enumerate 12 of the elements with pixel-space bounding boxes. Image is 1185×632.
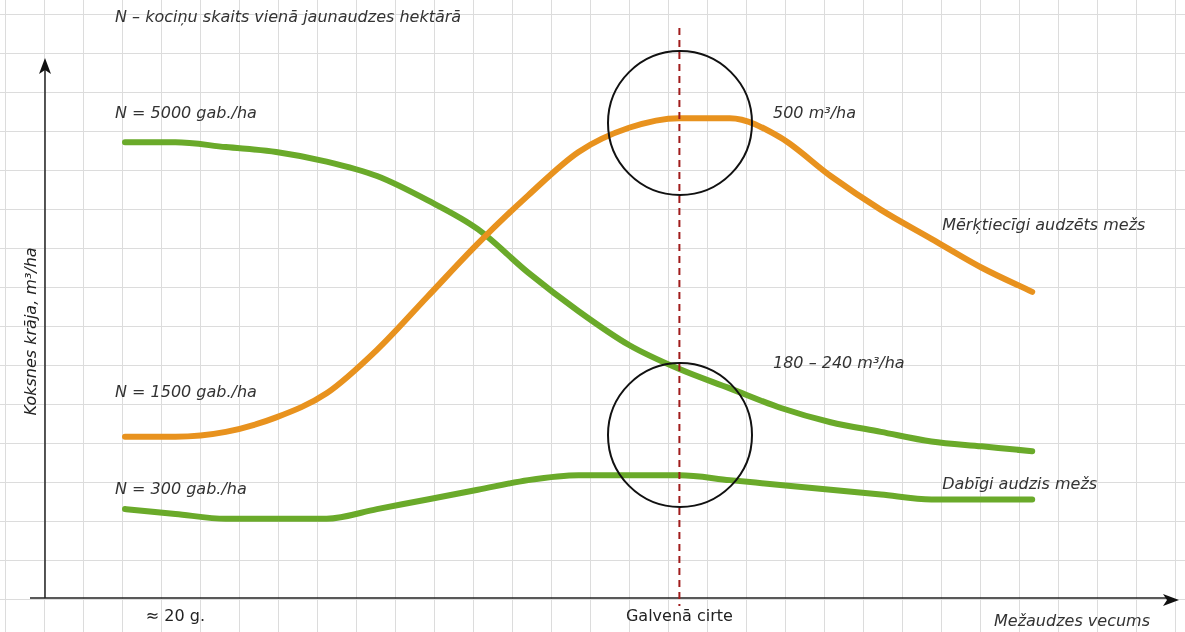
series-label: Mērķtiecīgi audzēts mežs (942, 214, 1146, 234)
annotation: N = 300 gab./ha (115, 479, 247, 498)
annotation: N = 5000 gab./ha (115, 103, 257, 122)
x-tick-label: ≈ 20 g. (145, 605, 205, 625)
annotation: N = 1500 gab./ha (115, 382, 257, 401)
annotation: 500 m³/ha (773, 103, 856, 122)
series-label: Dabīgi audzis mežs (942, 474, 1098, 494)
annotation: 180 – 240 m³/ha (773, 353, 905, 372)
text: N – kociņu skaits vienā jaunaudzes hektārā (115, 7, 462, 26)
x-axis-title: Mežaudzes vecums (994, 611, 1150, 630)
y-axis-title: Koksnes krāja, m³/ha (20, 247, 40, 416)
x-tick-label: Galvenā cirte (625, 605, 733, 625)
